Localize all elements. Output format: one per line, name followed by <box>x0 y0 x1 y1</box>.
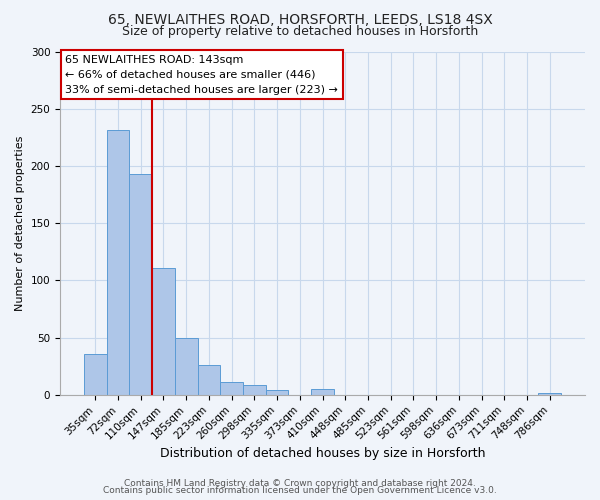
Bar <box>84 354 107 395</box>
Text: 65 NEWLAITHES ROAD: 143sqm
← 66% of detached houses are smaller (446)
33% of sem: 65 NEWLAITHES ROAD: 143sqm ← 66% of deta… <box>65 55 338 94</box>
Bar <box>311 389 334 395</box>
Y-axis label: Number of detached properties: Number of detached properties <box>15 136 25 311</box>
Text: 65, NEWLAITHES ROAD, HORSFORTH, LEEDS, LS18 4SX: 65, NEWLAITHES ROAD, HORSFORTH, LEEDS, L… <box>107 12 493 26</box>
Bar <box>538 392 561 395</box>
Bar <box>107 130 130 395</box>
Bar <box>266 390 289 395</box>
Bar <box>130 174 152 395</box>
Bar <box>243 384 266 395</box>
Text: Contains HM Land Registry data © Crown copyright and database right 2024.: Contains HM Land Registry data © Crown c… <box>124 478 476 488</box>
Bar <box>175 338 197 395</box>
Bar <box>152 268 175 395</box>
Bar <box>197 365 220 395</box>
Bar <box>220 382 243 395</box>
Text: Contains public sector information licensed under the Open Government Licence v3: Contains public sector information licen… <box>103 486 497 495</box>
X-axis label: Distribution of detached houses by size in Horsforth: Distribution of detached houses by size … <box>160 447 485 460</box>
Text: Size of property relative to detached houses in Horsforth: Size of property relative to detached ho… <box>122 25 478 38</box>
